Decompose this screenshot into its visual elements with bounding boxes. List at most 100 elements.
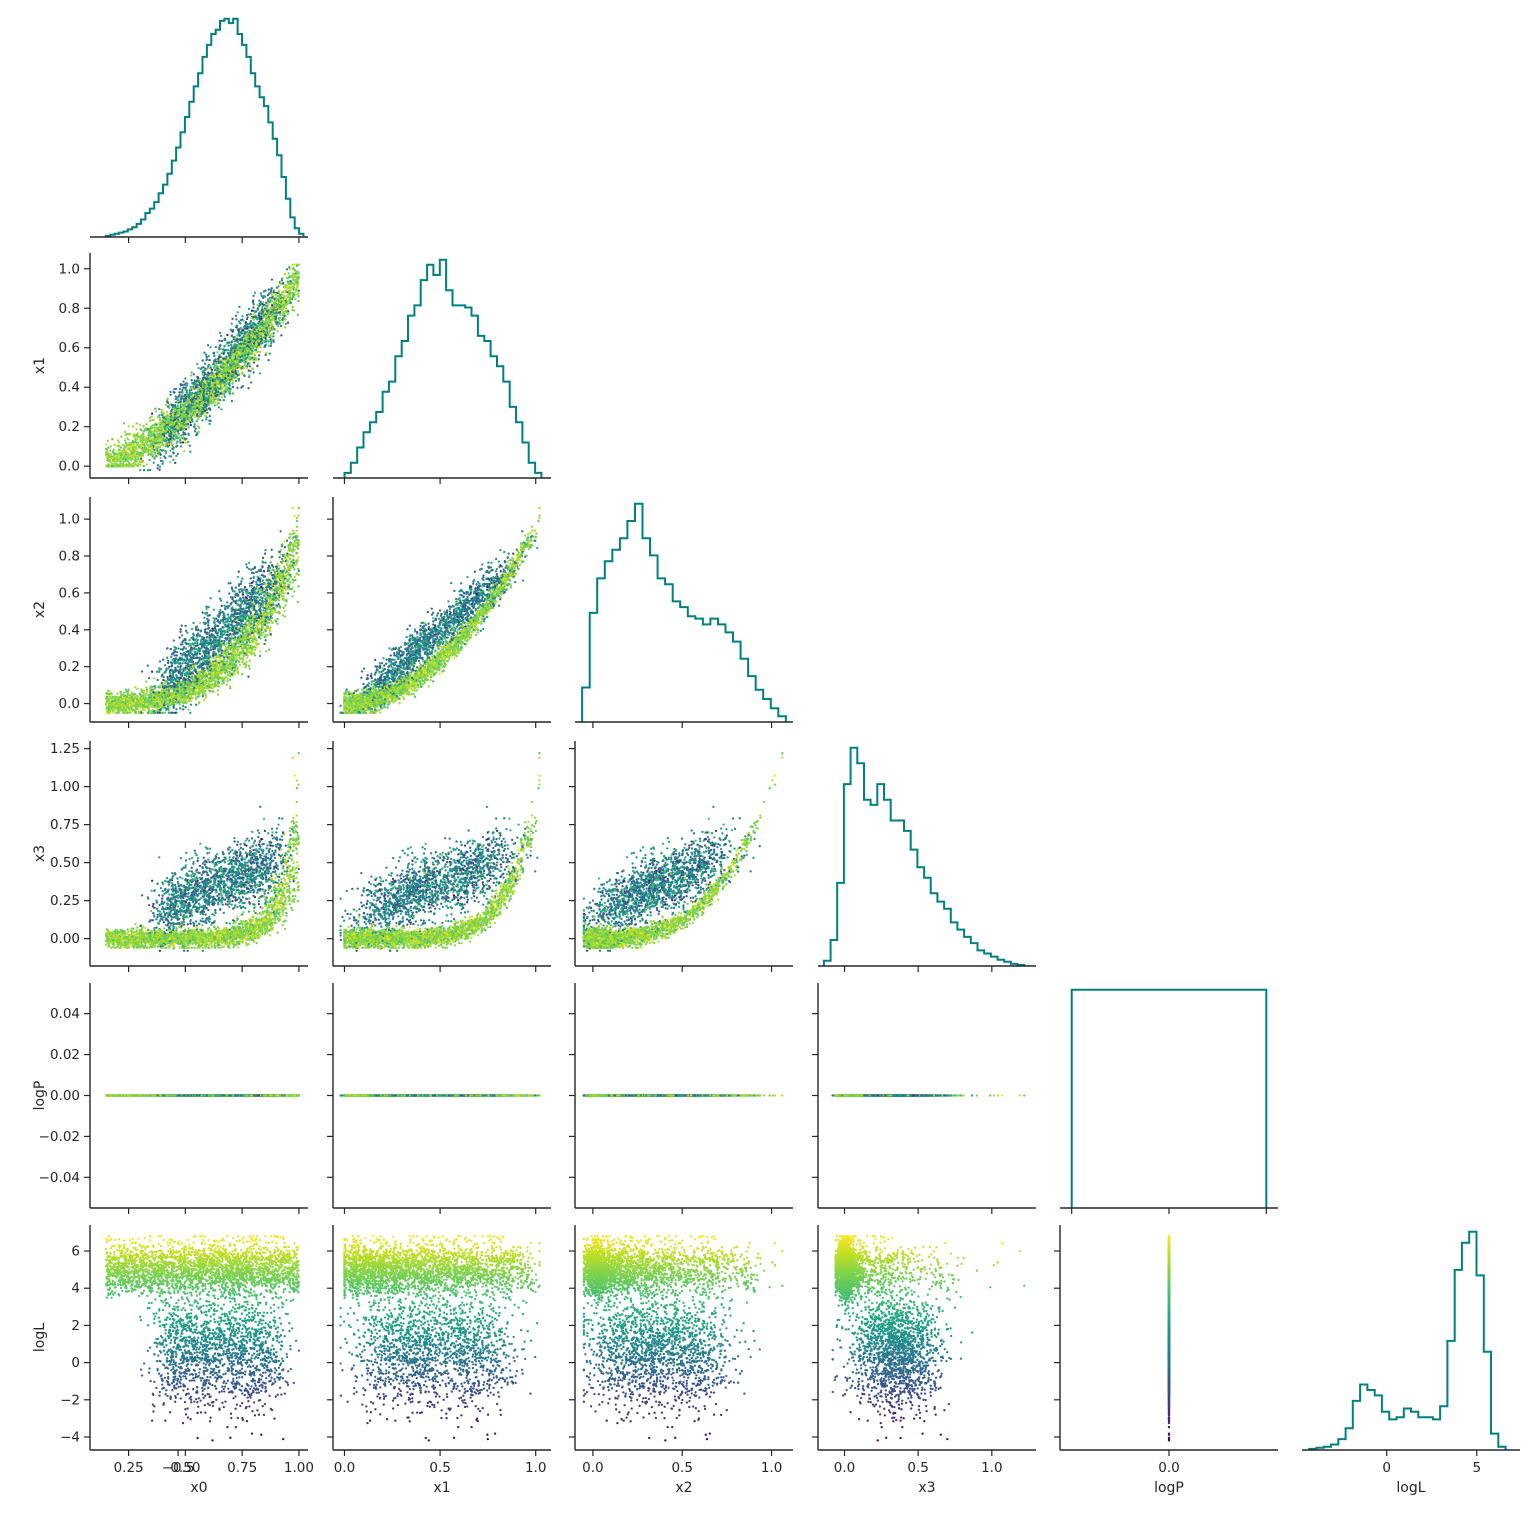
scatter-point: [177, 405, 179, 407]
scatter-point: [278, 297, 280, 299]
scatter-point: [171, 416, 173, 418]
scatter-point: [201, 390, 203, 392]
scatter-point: [270, 289, 272, 291]
scatter-point: [200, 413, 202, 415]
scatter-point: [131, 463, 133, 465]
scatter-point: [240, 341, 242, 343]
scatter-point: [264, 354, 266, 356]
scatter-point: [260, 338, 262, 340]
scatter-point: [210, 399, 212, 401]
scatter-point: [225, 391, 227, 393]
scatter-point: [252, 313, 254, 315]
scatter-point: [162, 444, 164, 446]
scatter-point: [124, 449, 126, 451]
scatter-point: [137, 441, 139, 443]
scatter-point: [225, 343, 227, 345]
scatter-point: [232, 392, 234, 394]
scatter-point: [224, 377, 226, 379]
scatter-point: [154, 436, 156, 438]
scatter-point: [203, 383, 205, 385]
scatter-point: [258, 358, 260, 360]
scatter-point: [223, 353, 225, 355]
scatter-point: [175, 412, 177, 414]
scatter-point: [208, 355, 210, 357]
scatter-point: [182, 387, 184, 389]
scatter-point: [212, 398, 214, 400]
scatter-point: [160, 427, 162, 429]
scatter-point: [145, 423, 147, 425]
scatter-point: [270, 340, 272, 342]
scatter-point: [208, 384, 210, 386]
scatter-point: [192, 394, 194, 396]
scatter-point: [250, 381, 252, 383]
scatter-point: [110, 445, 112, 447]
scatter-point: [218, 339, 220, 341]
scatter-point: [285, 323, 287, 325]
scatter-point: [295, 279, 297, 281]
scatter-point: [208, 407, 210, 409]
scatter-point: [159, 419, 161, 421]
scatter-point: [163, 412, 165, 414]
scatter-point: [247, 348, 249, 350]
scatter-point: [106, 457, 108, 459]
scatter-point: [164, 440, 166, 442]
scatter-point: [238, 332, 240, 334]
scatter-point: [294, 269, 296, 271]
scatter-point: [204, 387, 206, 389]
scatter-point: [169, 426, 171, 428]
scatter-point: [153, 462, 155, 464]
scatter-point: [261, 295, 263, 297]
scatter-point: [169, 391, 171, 393]
scatter-point: [268, 345, 270, 347]
scatter-point: [170, 443, 172, 445]
scatter-point: [268, 331, 270, 333]
scatter-point: [150, 440, 152, 442]
scatter-point: [244, 354, 246, 356]
scatter-point: [264, 337, 266, 339]
scatter-point: [214, 384, 216, 386]
scatter-point: [161, 409, 163, 411]
scatter-point: [205, 356, 207, 358]
scatter-point: [204, 403, 206, 405]
scatter-point: [175, 388, 177, 390]
scatter-point: [203, 352, 205, 354]
scatter-point: [218, 346, 220, 348]
scatter-point: [271, 313, 273, 315]
scatter-point: [197, 399, 199, 401]
scatter-point: [218, 378, 220, 380]
scatter-point: [196, 425, 198, 427]
scatter-point: [231, 354, 233, 356]
scatter-point: [208, 420, 210, 422]
scatter-point: [264, 333, 266, 335]
scatter-point: [235, 380, 237, 382]
scatter-point: [122, 458, 124, 460]
scatter-point: [274, 310, 276, 312]
scatter-point: [177, 453, 179, 455]
scatter-point: [230, 329, 232, 331]
scatter-point: [235, 346, 237, 348]
scatter-point: [130, 456, 132, 458]
scatter-point: [218, 356, 220, 358]
scatter-point: [282, 308, 284, 310]
scatter-point: [258, 325, 260, 327]
scatter-point: [226, 386, 228, 388]
scatter-point: [194, 423, 196, 425]
scatter-point: [199, 378, 201, 380]
y-tick-label: 0.8: [59, 301, 80, 317]
scatter-point: [287, 322, 289, 324]
scatter-point: [258, 340, 260, 342]
scatter-point: [183, 404, 185, 406]
scatter-point: [113, 444, 115, 446]
scatter-point: [237, 328, 239, 330]
scatter-point: [266, 322, 268, 324]
scatter-point: [146, 443, 148, 445]
scatter-point: [135, 441, 137, 443]
scatter-point: [185, 428, 187, 430]
scatter-point: [202, 370, 204, 372]
scatter-point: [245, 358, 247, 360]
scatter-point: [215, 363, 217, 365]
scatter-point: [241, 315, 243, 317]
scatter-point: [279, 308, 281, 310]
scatter-point: [194, 428, 196, 430]
scatter-point: [231, 318, 233, 320]
